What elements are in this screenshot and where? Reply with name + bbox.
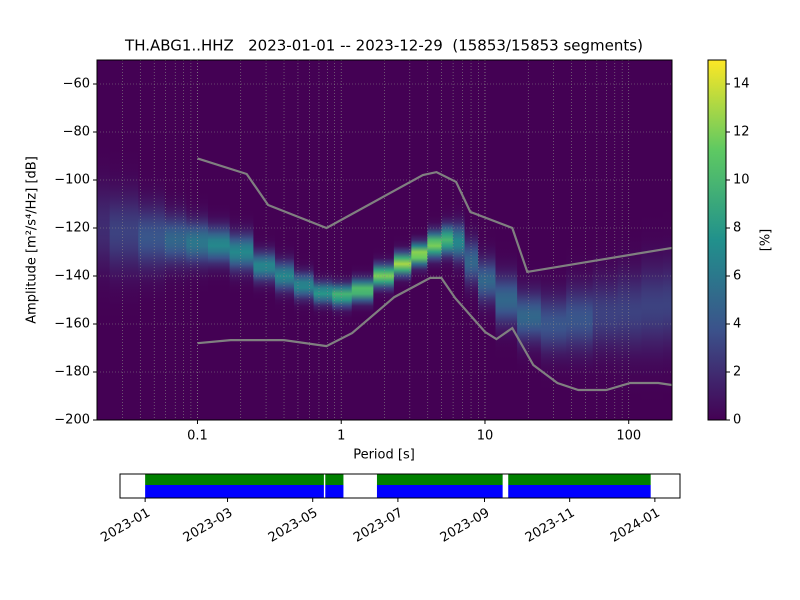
- heatmap-column: [373, 60, 395, 420]
- heatmap-column: [641, 60, 664, 420]
- chart-title: TH.ABG1..HHZ 2023-01-01 -- 2023-12-29 (1…: [124, 37, 643, 55]
- used-segment: [145, 485, 324, 498]
- x-tick-label: 2023-03: [181, 506, 236, 546]
- colorbar: [707, 59, 727, 421]
- heatmap-column: [617, 60, 642, 420]
- availability-segment: [376, 474, 503, 485]
- heatmap-column: [441, 60, 454, 420]
- y-tick-label: −120: [54, 221, 90, 236]
- heatmap-column: [411, 60, 428, 420]
- colorbar-label: [%]: [759, 229, 774, 252]
- heatmap-column: [517, 60, 542, 420]
- y-tick-label: −100: [54, 173, 90, 188]
- used-segment: [325, 485, 344, 498]
- y-tick-label: −180: [54, 365, 90, 380]
- used-segment: [508, 485, 651, 498]
- timeline-frame: [119, 473, 681, 499]
- heatmap-column: [351, 60, 374, 420]
- heatmap-column: [478, 60, 496, 420]
- heatmap-column: [566, 60, 594, 420]
- x-tick-label: 2023-09: [438, 506, 493, 546]
- heatmap-column: [452, 60, 466, 420]
- y-tick-label: −60: [63, 77, 90, 92]
- x-tick-label: 2023-01: [98, 506, 153, 546]
- availability-segment: [508, 474, 651, 485]
- heatmap-column: [464, 60, 479, 420]
- heatmap-column: [97, 60, 111, 420]
- x-tick-label: 2024-01: [608, 506, 663, 546]
- y-tick-label: −200: [54, 413, 90, 428]
- heatmap-column: [293, 60, 315, 420]
- heatmap-column: [207, 60, 231, 420]
- colorbar-tick-label: 2: [733, 365, 741, 380]
- heatmap-column: [332, 60, 353, 420]
- colorbar-tick-label: 10: [733, 173, 750, 188]
- heatmap-column: [393, 60, 412, 420]
- heatmap-column: [313, 60, 333, 420]
- x-tick-label: 1: [337, 429, 345, 444]
- noise-model-line: [197, 276, 672, 392]
- heatmap-column: [253, 60, 276, 420]
- y-tick-label: −160: [54, 317, 90, 332]
- colorbar-tick-label: 8: [733, 221, 741, 236]
- heatmap-column: [663, 60, 672, 420]
- colorbar-tick-label: 12: [733, 125, 750, 140]
- heatmap-column: [138, 60, 166, 420]
- x-tick-label: 0.1: [187, 429, 208, 444]
- colorbar-tick-label: 4: [733, 317, 741, 332]
- x-tick-label: 2023-11: [523, 506, 578, 546]
- heatmap-column: [164, 60, 187, 420]
- x-tick-label: 100: [616, 429, 641, 444]
- heatmap-column: [275, 60, 295, 420]
- used-segment: [376, 485, 503, 498]
- colorbar-tick-label: 0: [733, 413, 741, 428]
- heatmap-column: [592, 60, 619, 420]
- x-tick-label: 2023-05: [266, 506, 321, 546]
- availability-segment: [325, 474, 344, 485]
- colorbar-tick-label: 14: [733, 77, 750, 92]
- heatmap-column: [109, 60, 139, 420]
- heatmap-column: [229, 60, 254, 420]
- plot-frame: [96, 59, 673, 421]
- heatmap-column: [495, 60, 518, 420]
- y-tick-label: −80: [63, 125, 90, 140]
- noise-model-line: [197, 157, 672, 274]
- y-tick-label: −140: [54, 269, 90, 284]
- x-tick-label: 10: [477, 429, 494, 444]
- availability-segment: [145, 474, 324, 485]
- x-axis-label: Period [s]: [353, 448, 415, 463]
- x-tick-label: 2023-07: [351, 506, 406, 546]
- y-axis-label: Amplitude [m²/s⁴/Hz] [dB]: [25, 156, 40, 324]
- heatmap-column: [427, 60, 442, 420]
- colorbar-tick-label: 6: [733, 269, 741, 284]
